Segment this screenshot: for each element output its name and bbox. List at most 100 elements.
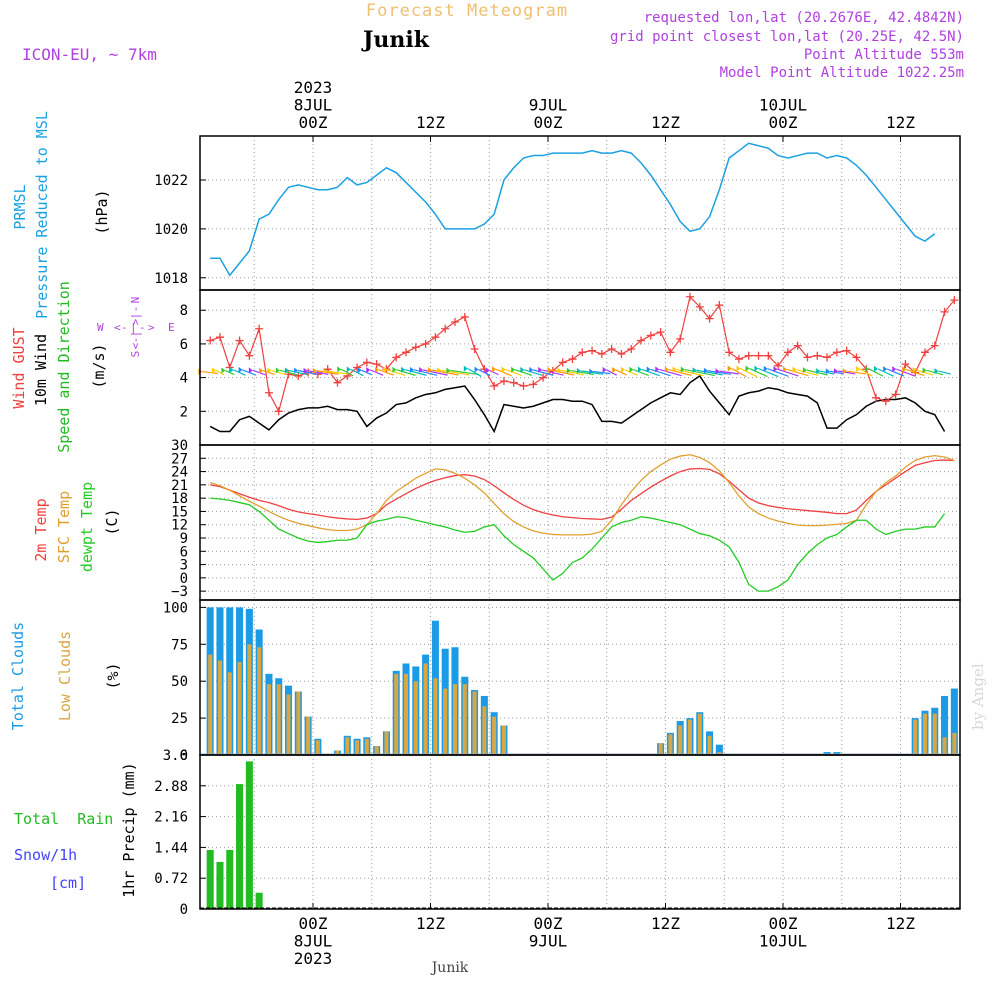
wind-direction-arrowhead	[602, 366, 607, 373]
temperature-ytick-label: 3	[180, 558, 188, 574]
low-clouds-bar	[942, 737, 947, 755]
low-clouds-bar	[678, 725, 683, 755]
wind-direction-arrow	[326, 370, 349, 375]
wind-gust-marker	[372, 360, 381, 369]
wind-direction-arrow	[707, 370, 731, 375]
low-clouds-bar	[403, 673, 409, 755]
sfc-temp-label: SFC Temp	[55, 491, 73, 563]
wind-direction-arrowhead	[337, 366, 342, 373]
wind-gust-marker	[803, 353, 812, 362]
wind-gust-marker	[920, 348, 929, 357]
wind-direction-arrowhead	[763, 365, 768, 372]
wind-direction-arrow	[758, 367, 779, 378]
wind-gust-marker	[362, 358, 371, 367]
wind-direction-arrowhead	[419, 366, 424, 373]
precip-unit: 1hr Precip (mm)	[120, 762, 138, 897]
low-clouds-bar	[394, 673, 399, 755]
wind-gust-marker	[519, 382, 528, 391]
wind-direction-arrow	[777, 368, 799, 377]
wind-ytick-label: 6	[180, 337, 188, 353]
time-label-bottom: 00Z	[534, 914, 563, 933]
wind-unit: (m/s)	[90, 343, 108, 388]
wind-direction-arrowhead	[664, 366, 669, 373]
low-clouds-bar	[296, 691, 301, 755]
low-clouds-bar	[227, 672, 232, 755]
time-label-top: 00Z	[534, 113, 563, 132]
wind-gust-marker	[637, 336, 646, 345]
wind-direction-arrowhead	[589, 368, 594, 375]
wind-direction-arrow	[580, 370, 604, 375]
low-clouds-bar	[413, 681, 418, 755]
wind-gust-marker	[705, 314, 714, 323]
wind-direction-arrow	[868, 368, 884, 377]
wind-direction-arrowhead	[392, 366, 397, 373]
wind-gust-marker	[774, 361, 783, 370]
wind-gust-marker	[274, 407, 283, 416]
wind-gust-marker	[950, 296, 959, 305]
wind-direction-arrow	[740, 367, 758, 378]
pressure-ytick-label: 1020	[154, 222, 188, 238]
wind-direction-arrowhead	[566, 367, 571, 374]
low-clouds-bar	[286, 694, 291, 755]
wind-direction-arrow	[624, 369, 638, 376]
wind-gust-marker	[333, 378, 342, 387]
temperature-ytick-label: 18	[171, 491, 188, 507]
wind-gust-marker	[450, 318, 459, 327]
time-label-bottom: 9JUL	[529, 932, 568, 951]
compass-n-dash: -	[129, 306, 142, 313]
wind-gust-marker	[215, 333, 224, 342]
low-clouds-bar	[932, 713, 937, 755]
wind-direction-arrowhead	[773, 366, 778, 373]
wind-direction-arrow	[369, 369, 384, 376]
wind-direction-arrowhead	[856, 365, 861, 372]
clouds-ytick-label: 25	[171, 711, 188, 727]
low-clouds-bar	[452, 684, 458, 755]
precip-ytick-label: 0.72	[154, 871, 188, 887]
wind-direction-arrow	[533, 369, 554, 376]
total-clouds-bar	[950, 688, 958, 755]
wind-direction-arrowhead	[284, 367, 289, 374]
snow-unit-label: [cm]	[50, 874, 86, 892]
wind-gust-marker	[930, 341, 939, 350]
rain-bar	[226, 849, 234, 909]
wind-10m-label: 10m Wind	[32, 334, 50, 406]
wind-gust-marker	[588, 346, 597, 355]
plot-layer: 1018102010222468−30369121518212427300255…	[154, 78, 961, 968]
wind-direction-arrow	[361, 369, 373, 376]
wind-gust-marker	[832, 348, 841, 357]
time-label-top: 10JUL	[759, 96, 807, 115]
low-clouds-bar	[217, 660, 223, 755]
pressure-label-prmsl: PRMSL	[11, 184, 29, 229]
wind-direction-arrowhead	[238, 366, 243, 373]
clouds-panel: 0 25 50 75 100	[163, 599, 961, 764]
location-title: Junik	[361, 27, 430, 53]
wind-gust-marker	[294, 371, 303, 380]
wind-direction-arrow	[650, 368, 671, 377]
wind-ytick-label: 4	[180, 371, 188, 387]
wind-gust-marker	[343, 371, 352, 380]
requested-coords: requested lon,lat (20.2676E, 42.4842N)	[644, 10, 964, 26]
wind-direction-arrow	[396, 369, 416, 376]
wind-direction-arrow	[202, 370, 219, 375]
wind-gust-marker	[881, 397, 890, 406]
wind-gust-marker	[715, 301, 724, 310]
wind-direction-arrowhead	[409, 366, 414, 373]
wind-direction-arrowhead	[375, 366, 380, 373]
wind-gust-marker	[568, 355, 577, 364]
wind-direction-arrow	[413, 369, 438, 376]
low-clouds-bar	[345, 737, 350, 755]
wind-direction-arrowhead	[446, 367, 451, 374]
compass-w-arrow: <	[114, 321, 121, 334]
time-label-bottom: 12Z	[416, 914, 445, 933]
low-clouds-bar	[266, 684, 271, 755]
wind-direction-arrow	[542, 369, 564, 376]
pressure-ytick-label: 1022	[154, 173, 188, 189]
temperature-ytick-label: 30	[171, 438, 188, 454]
temperature-ytick-label: 12	[171, 518, 188, 534]
wind-direction-arrow	[441, 369, 469, 376]
time-label-bottom: 8JUL	[294, 932, 333, 951]
clouds-ytick-label: 100	[163, 600, 188, 616]
wind-gust-marker	[783, 348, 792, 357]
wind-gust-marker	[891, 390, 900, 399]
wind-direction-arrowhead	[312, 367, 317, 374]
